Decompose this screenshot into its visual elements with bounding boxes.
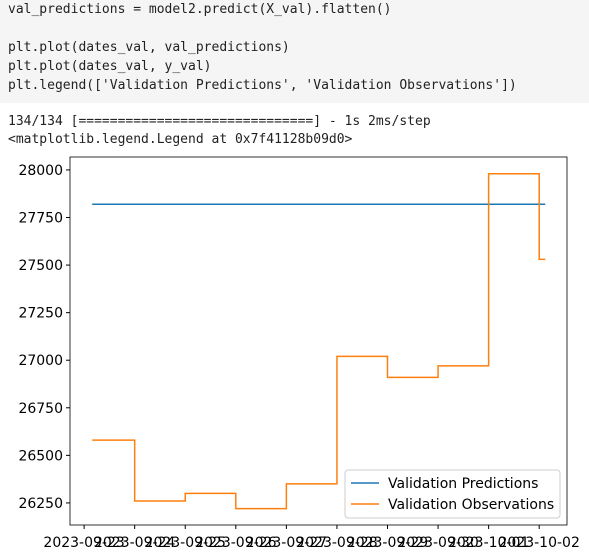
output-line: 134/134 [==============================]… — [8, 114, 431, 129]
x-tick-label: 2023-09-30 — [397, 535, 478, 551]
x-tick-label: 2023-10-02 — [499, 535, 580, 551]
code-line: plt.legend(['Validation Predictions', 'V… — [8, 78, 517, 93]
code-line: plt.plot(dates_val, val_predictions) — [8, 40, 290, 55]
x-tick-label: 2023-09-26 — [195, 535, 276, 551]
y-tick-label: 27000 — [18, 353, 63, 369]
code-line: val_predictions = model2.predict(X_val).… — [8, 2, 392, 17]
code-cell — [0, 0, 589, 103]
y-tick-label: 27500 — [18, 258, 63, 274]
x-tick-label: 2023-09-24 — [94, 535, 175, 551]
y-tick-label: 26750 — [18, 401, 63, 417]
x-tick-label: 2023-09-29 — [347, 535, 428, 551]
x-tick-label: 2023-09-23 — [43, 535, 124, 551]
y-tick-label: 26250 — [18, 496, 63, 512]
x-tick-label: 2023-09-25 — [145, 535, 226, 551]
legend-box — [344, 469, 561, 519]
y-tick-label: 27250 — [18, 306, 63, 322]
legend-label: Validation Observations — [388, 497, 554, 513]
code-line: plt.plot(dates_val, y_val) — [8, 59, 212, 74]
plot-frame — [69, 156, 568, 526]
output-line: <matplotlib.legend.Legend at 0x7f41128b0… — [8, 132, 353, 147]
x-tick-label: 2023-09-28 — [296, 535, 377, 551]
legend-label: Validation Predictions — [388, 476, 538, 492]
x-tick-label: 2023-10-01 — [448, 535, 529, 551]
x-tick-label: 2023-09-27 — [246, 535, 327, 551]
series-line — [92, 172, 546, 510]
y-tick-label: 27750 — [18, 211, 63, 227]
y-tick-label: 28000 — [18, 163, 63, 179]
y-tick-label: 26500 — [18, 448, 63, 464]
